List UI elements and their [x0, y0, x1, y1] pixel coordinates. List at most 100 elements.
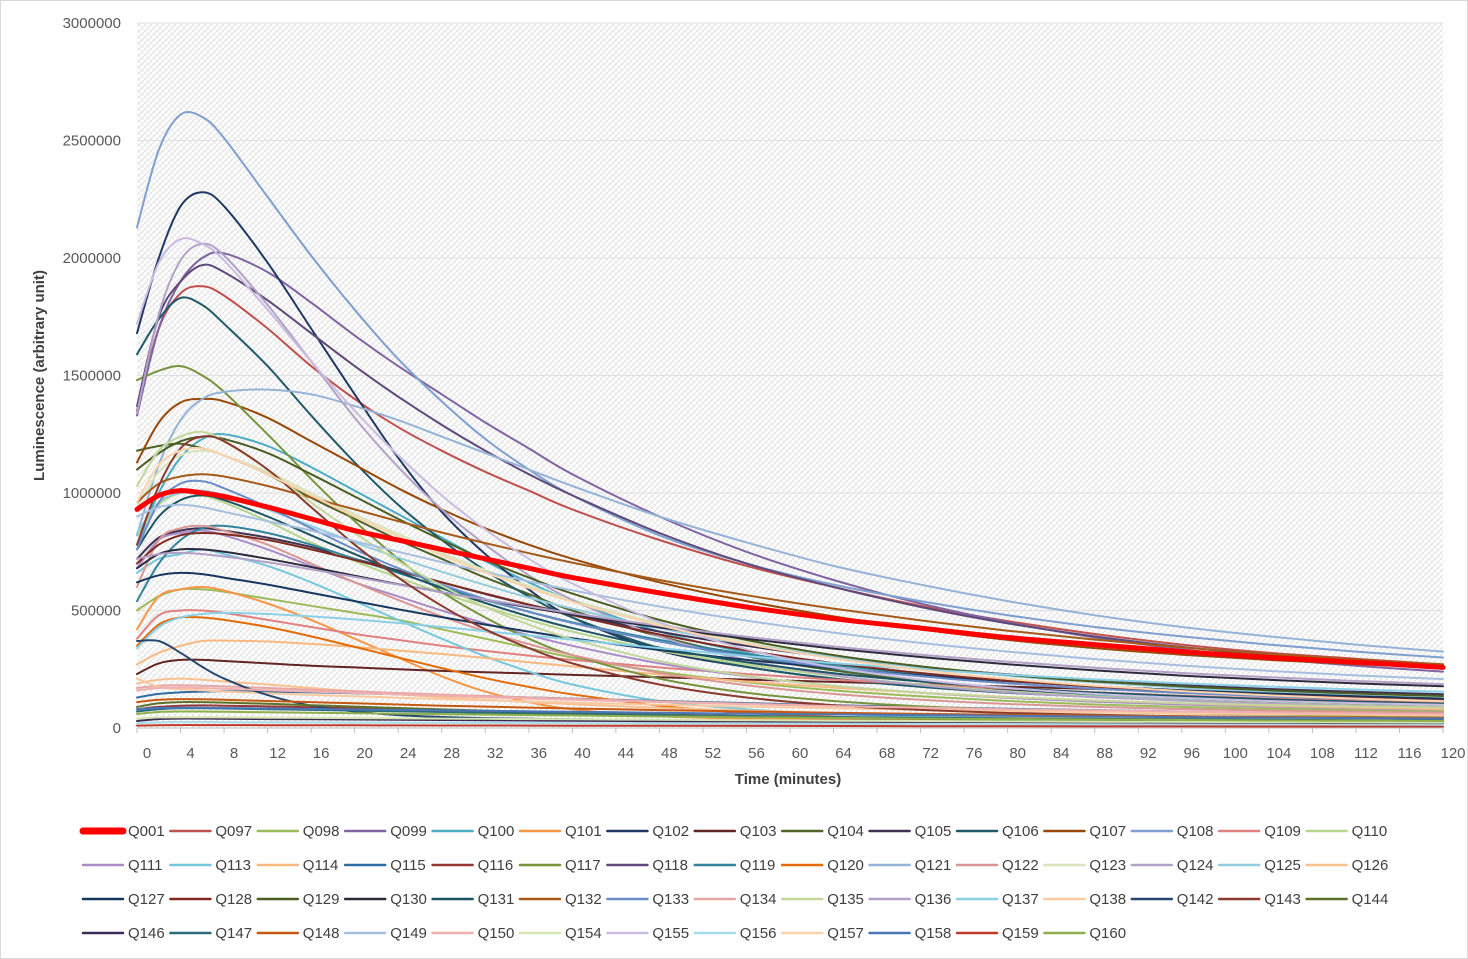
x-tick-label: 100: [1223, 745, 1248, 762]
legend-item-q147: Q147: [169, 925, 252, 942]
legend-label: Q102: [652, 823, 689, 840]
x-tick-label: 28: [443, 745, 460, 762]
series-line-q122: [136, 524, 1444, 714]
legend-label: Q130: [390, 891, 427, 908]
legend-label: Q126: [1352, 857, 1389, 874]
legend-label: Q114: [303, 857, 339, 874]
legend-item-q102: Q102: [606, 823, 689, 840]
legend-label: Q154: [565, 925, 602, 942]
series-line-q136: [136, 551, 1444, 686]
legend-label: Q125: [1264, 857, 1301, 874]
legend-label: Q144: [1352, 891, 1389, 908]
legend-item-q116: Q116: [431, 857, 514, 874]
legend-item-q107: Q107: [1043, 823, 1126, 840]
legend-item-q119: Q119: [693, 857, 776, 874]
series-line-q156: [136, 721, 1444, 727]
series-line-q155: [136, 237, 1444, 706]
legend-item-q111: Q111: [81, 857, 162, 874]
legend-item-q137: Q137: [955, 891, 1039, 908]
legend-label: Q098: [303, 823, 340, 840]
legend-label: Q146: [128, 925, 165, 942]
series-layer: [134, 110, 1446, 728]
series-line-q126: [136, 677, 1444, 721]
legend-item-q142: Q142: [1130, 891, 1214, 908]
legend-label: Q113: [215, 857, 251, 874]
x-tick-label: 52: [705, 745, 722, 762]
legend-item-q126: Q126: [1305, 857, 1389, 874]
legend-item-q101: Q101: [518, 823, 602, 840]
legend-label: Q121: [915, 857, 952, 874]
y-tick-label: 3000000: [63, 15, 121, 32]
series-line-q159: [136, 724, 1444, 728]
legend-item-q134: Q134: [693, 891, 777, 908]
y-tick-label: 2500000: [63, 133, 121, 150]
y-tick-label: 1500000: [63, 368, 121, 385]
legend-item-q110: Q110: [1305, 823, 1388, 840]
x-tick-label: 4: [186, 745, 194, 762]
series-line-q129: [136, 435, 1444, 697]
legend-label: Q136: [915, 891, 952, 908]
series-line-q132: [136, 473, 1444, 666]
series-line-q158: [136, 706, 1444, 720]
series-line-q149: [136, 503, 1444, 681]
series-line-q121: [136, 388, 1444, 653]
y-tick-label: 2000000: [63, 250, 121, 267]
x-tick-label: 88: [1096, 745, 1113, 762]
legend-label: Q111: [128, 857, 162, 874]
legend-label: Q097: [215, 823, 252, 840]
legend-item-q135: Q135: [780, 891, 864, 908]
y-tick-label: 0: [113, 720, 121, 737]
legend-label: Q158: [915, 925, 952, 942]
legend-label: Q119: [740, 857, 776, 874]
y-axis-title: Luminescence (arbitrary unit): [31, 270, 48, 481]
legend-label: Q118: [652, 857, 688, 874]
legend-item-q156: Q156: [693, 925, 777, 942]
x-tick-label: 120: [1440, 745, 1465, 762]
legend-label: Q143: [1264, 891, 1301, 908]
legend-item-q154: Q154: [518, 925, 602, 942]
x-tick-label: 44: [618, 745, 635, 762]
legend-item-q120: Q120: [780, 857, 864, 874]
legend-item-q109: Q109: [1217, 823, 1301, 840]
legend-item-q136: Q136: [868, 891, 952, 908]
legend-label: Q105: [915, 823, 952, 840]
x-tick-label: 68: [879, 745, 896, 762]
legend-label: Q138: [1089, 891, 1126, 908]
legend-item-q099: Q099: [343, 823, 427, 840]
x-tick-label: 80: [1009, 745, 1026, 762]
x-tick-label: 12: [269, 745, 286, 762]
legend-label: Q132: [565, 891, 602, 908]
x-tick-label: 84: [1053, 745, 1070, 762]
series-line-q131: [136, 494, 1444, 705]
legend-item-q131: Q131: [431, 891, 515, 908]
legend-item-q113: Q113: [169, 857, 251, 874]
legend-item-q122: Q122: [955, 857, 1039, 874]
x-tick-label: 76: [966, 745, 983, 762]
legend-label: Q123: [1089, 857, 1126, 874]
x-tick-label: 112: [1354, 745, 1378, 762]
legend-item-q146: Q146: [81, 925, 165, 942]
legend-label: Q101: [565, 823, 602, 840]
x-tick-label: 72: [922, 745, 939, 762]
x-axis-title: Time (minutes): [735, 771, 841, 788]
series-line-q138: [136, 677, 1444, 717]
x-tick-label: 64: [835, 745, 852, 762]
legend-item-q138: Q138: [1043, 891, 1126, 908]
legend-item-q128: Q128: [169, 891, 252, 908]
legend-label: Q131: [478, 891, 515, 908]
legend-item-q124: Q124: [1130, 857, 1214, 874]
legend-label: Q159: [1002, 925, 1039, 942]
legend-label: Q116: [478, 857, 514, 874]
legend-label: Q156: [740, 925, 777, 942]
series-line-q154: [136, 716, 1444, 724]
x-tick-label: 104: [1266, 745, 1291, 762]
legend-label: Q109: [1264, 823, 1301, 840]
legend-item-q117: Q117: [518, 857, 601, 874]
x-tick-label: 0: [143, 745, 151, 762]
legend-label: Q110: [1352, 823, 1388, 840]
legend-item-q108: Q108: [1130, 823, 1214, 840]
legend-item-q158: Q158: [868, 925, 952, 942]
legend-item-q125: Q125: [1217, 857, 1301, 874]
